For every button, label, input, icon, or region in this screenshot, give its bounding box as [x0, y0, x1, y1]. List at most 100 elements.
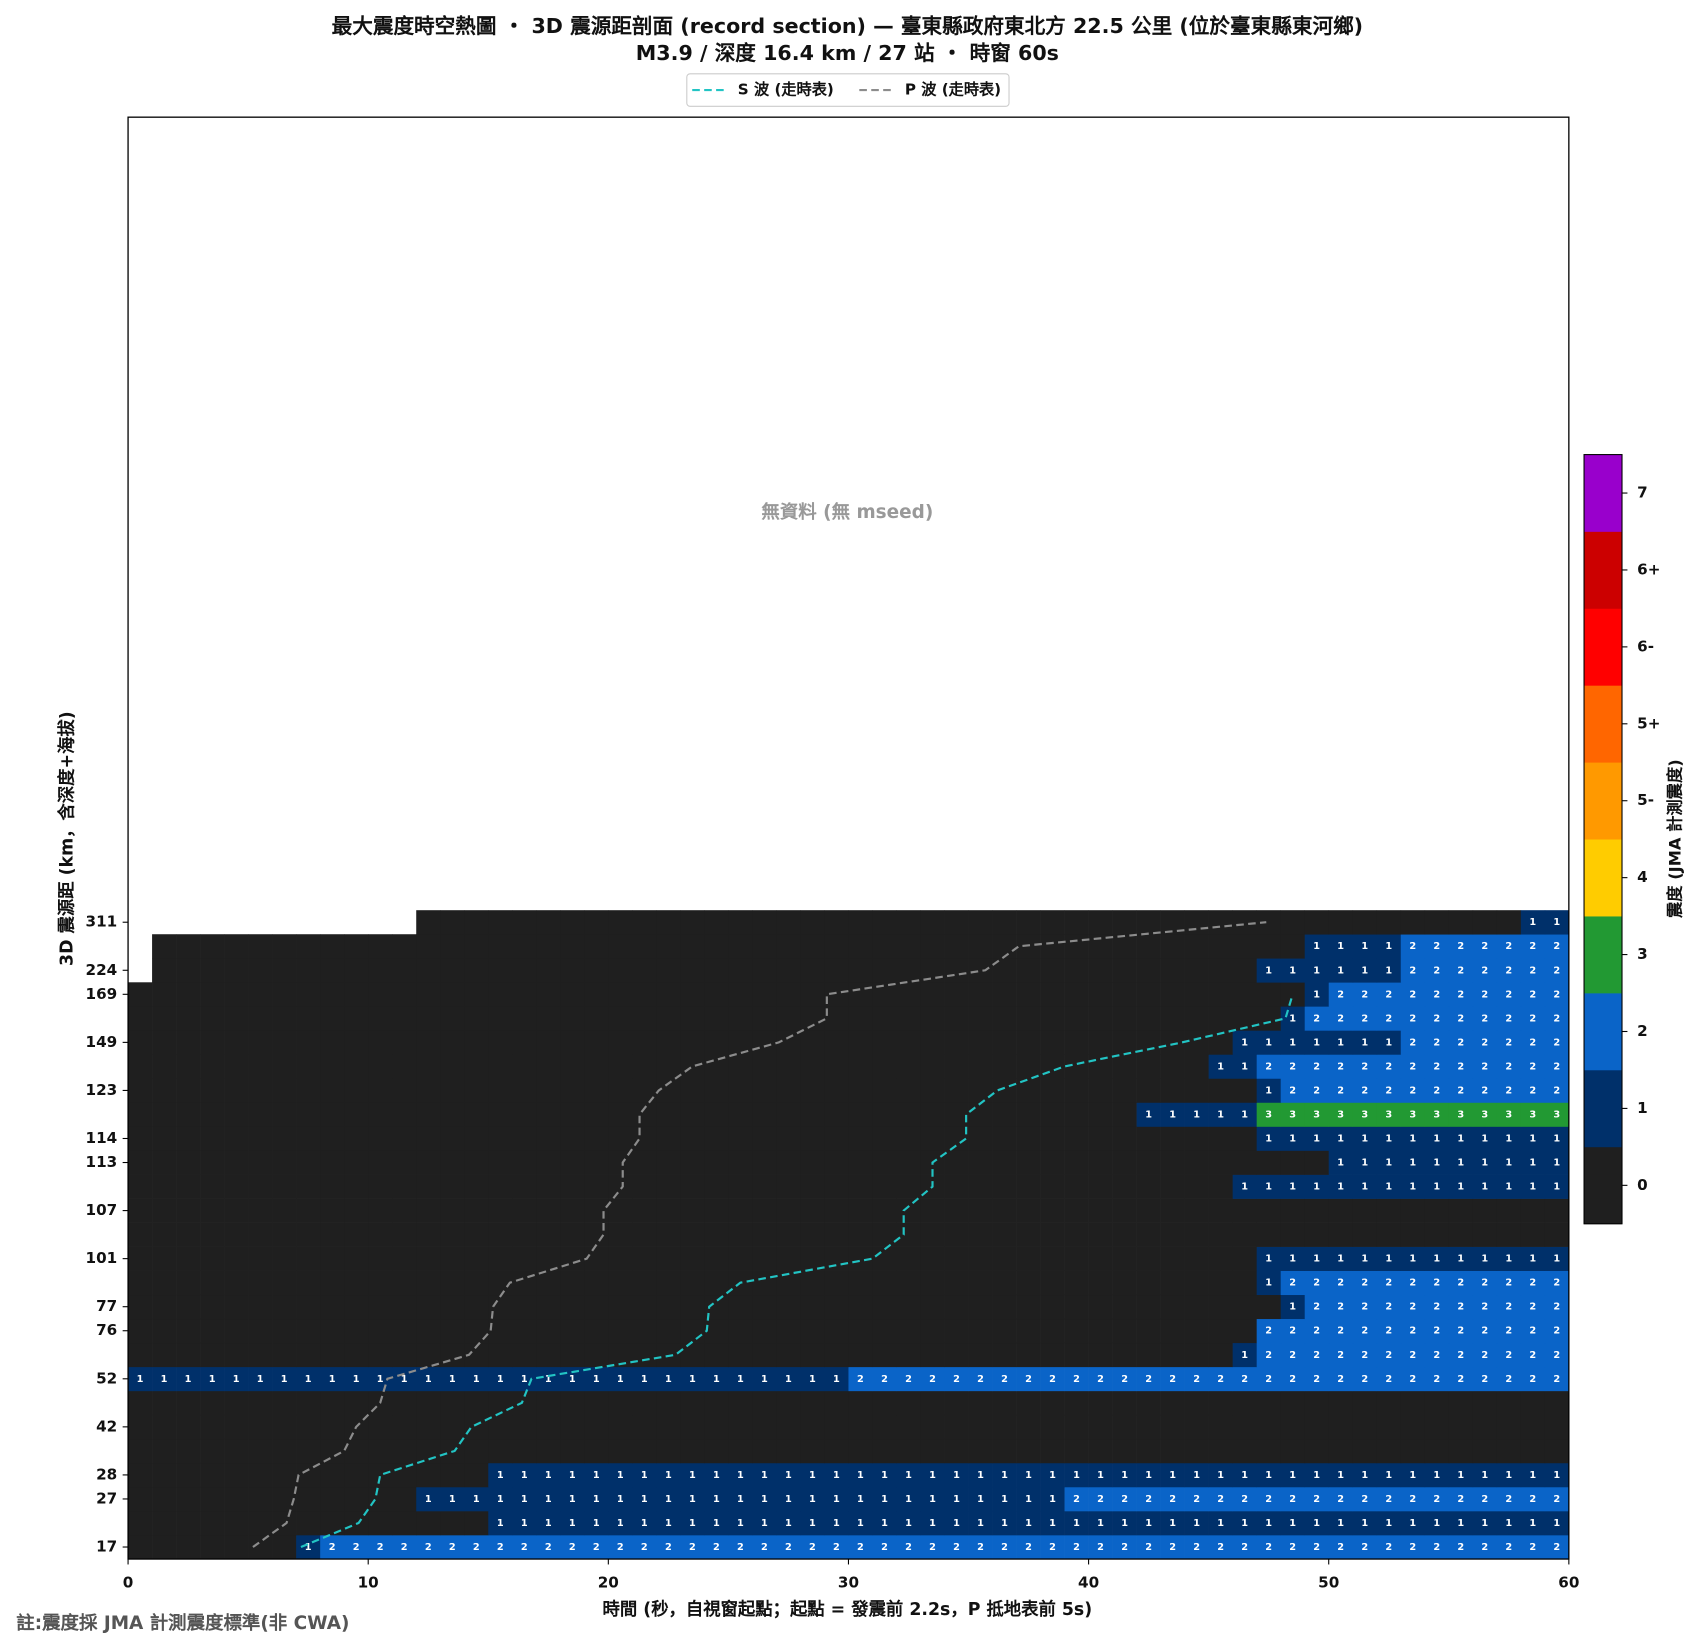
heatmap-cell [752, 1318, 777, 1344]
heatmap-cell [1208, 1366, 1233, 1392]
heatmap-cell [128, 1294, 153, 1320]
heatmap-cell [872, 1462, 897, 1488]
heatmap-cell [1520, 1054, 1546, 1079]
heatmap-cell [584, 1510, 609, 1536]
heatmap-cell [368, 1462, 393, 1488]
heatmap-cell [320, 1535, 345, 1560]
heatmap-cell [1160, 1030, 1185, 1055]
heatmap-cell [1184, 1390, 1209, 1416]
cell-label: 1 [1313, 1133, 1320, 1144]
cell-label: 2 [1337, 1085, 1344, 1096]
heatmap-cell [488, 1462, 513, 1488]
heatmap-cell [680, 1102, 705, 1127]
cell-label: 1 [1481, 1254, 1488, 1265]
cell-label: 2 [1433, 941, 1440, 952]
cell-label: 1 [617, 1518, 624, 1529]
heatmap-cell [176, 1438, 201, 1464]
heatmap-cell [704, 1414, 729, 1440]
heatmap-cell [1040, 1078, 1065, 1103]
heatmap-cell [800, 1054, 825, 1079]
cell-label: 2 [1481, 1542, 1488, 1553]
heatmap-cell [1328, 958, 1354, 983]
heatmap-cell [1064, 1510, 1089, 1536]
heatmap-cell [728, 1366, 753, 1392]
heatmap-cell [824, 1318, 849, 1344]
heatmap-cell [1520, 1390, 1546, 1416]
heatmap-cell [248, 1390, 273, 1416]
heatmap-cell [776, 1126, 801, 1151]
heatmap-cell [392, 1078, 417, 1103]
heatmap-cell [392, 1390, 417, 1416]
heatmap-cell [1064, 934, 1089, 959]
cell-label: 2 [521, 1542, 528, 1553]
heatmap-cell [1256, 982, 1282, 1007]
heatmap-cell [896, 934, 921, 959]
cell-label: 1 [1289, 1518, 1296, 1529]
cell-label: 1 [1361, 1158, 1368, 1169]
heatmap-cell [1088, 1486, 1113, 1512]
heatmap-cell [752, 934, 777, 959]
heatmap-cell [1328, 1294, 1354, 1320]
cell-label: 1 [1385, 1158, 1392, 1169]
heatmap-cell [1520, 1198, 1546, 1223]
cell-label: 1 [1217, 1061, 1224, 1072]
heatmap-cell [200, 1486, 225, 1512]
heatmap-cell [248, 1270, 273, 1296]
heatmap-cell [752, 1198, 777, 1223]
heatmap-cell [1424, 1390, 1450, 1416]
cell-label: 1 [1409, 1158, 1416, 1169]
heatmap-cell [608, 1126, 633, 1151]
heatmap-cell [1136, 1366, 1161, 1392]
heatmap-cell [1448, 982, 1474, 1007]
heatmap-cell [848, 1510, 873, 1536]
heatmap-cell [800, 1294, 825, 1320]
cell-label: 2 [1505, 1326, 1512, 1337]
heatmap-cell [752, 1270, 777, 1296]
heatmap-cell [464, 1486, 489, 1512]
heatmap-cell [1448, 1438, 1474, 1464]
heatmap-cell [488, 958, 513, 983]
heatmap-cell [1424, 1366, 1450, 1392]
cell-label: 2 [1553, 941, 1560, 952]
heatmap-cell [848, 1198, 873, 1223]
cell-label: 1 [1361, 965, 1368, 976]
heatmap-cell [1136, 1510, 1161, 1536]
heatmap-cell [1040, 1198, 1065, 1223]
heatmap-cell [1448, 1222, 1474, 1247]
cell-label: 1 [473, 1374, 480, 1385]
heatmap-cell [440, 1535, 465, 1560]
heatmap-cell [200, 1318, 225, 1344]
heatmap-cell [584, 1198, 609, 1223]
heatmap-cell [560, 958, 585, 983]
cell-label: 2 [953, 1374, 960, 1385]
heatmap-cell [1040, 1535, 1065, 1560]
cell-label: 2 [1433, 1494, 1440, 1505]
heatmap-cell [848, 958, 873, 983]
heatmap-cell [1496, 1535, 1522, 1560]
heatmap-cell [1064, 958, 1089, 983]
heatmap-cell [944, 1054, 969, 1079]
heatmap-cell [704, 1510, 729, 1536]
cell-label: 2 [1457, 1326, 1464, 1337]
heatmap-cell [968, 910, 993, 935]
heatmap-cell [152, 1150, 177, 1175]
cell-label: 2 [1529, 1037, 1536, 1048]
heatmap-cell [440, 982, 465, 1007]
heatmap-cell [248, 1198, 273, 1223]
cell-label: 1 [1337, 1133, 1344, 1144]
heatmap-cell [1328, 1174, 1354, 1199]
heatmap-cell [416, 1174, 441, 1199]
heatmap-cell [224, 1246, 249, 1271]
heatmap-cell [512, 1078, 537, 1103]
heatmap-cell [992, 1510, 1017, 1536]
cell-label: 2 [1457, 1037, 1464, 1048]
heatmap-cell [1544, 1102, 1570, 1127]
heatmap-cell [800, 1510, 825, 1536]
heatmap-cell [1424, 1150, 1450, 1175]
heatmap-cell [704, 958, 729, 983]
heatmap-cell [512, 1486, 537, 1512]
cell-label: 2 [1217, 1542, 1224, 1553]
heatmap-cell [632, 1102, 657, 1127]
heatmap-cell [1016, 1342, 1041, 1368]
cell-label: 2 [1433, 1085, 1440, 1096]
